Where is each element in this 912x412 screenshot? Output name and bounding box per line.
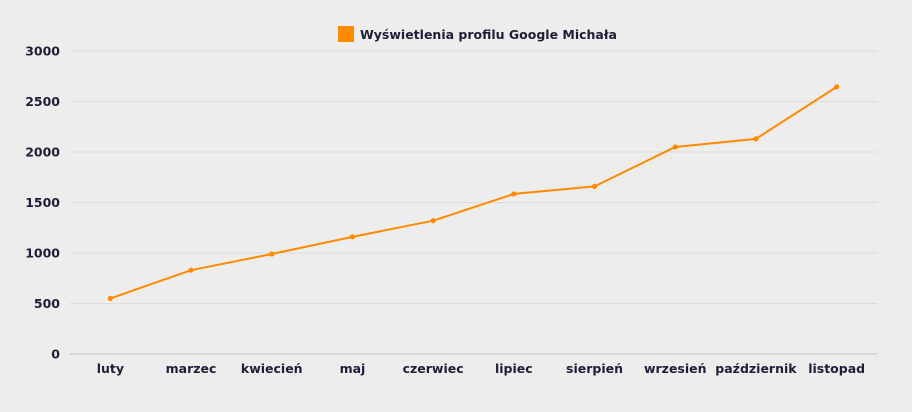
x-tick-label: czerwiec — [403, 361, 464, 376]
y-tick-label: 2000 — [25, 145, 60, 160]
x-axis-ticks: luty marzec kwiecień maj czerwiec lipiec sierp… — [97, 361, 865, 376]
series-line — [107, 84, 840, 302]
y-tick-label: 3000 — [25, 44, 60, 59]
y-tick-label: 0 — [51, 347, 60, 362]
y-tick-label: 1500 — [25, 195, 60, 210]
y-tick-label: 2500 — [25, 94, 60, 109]
y-gridlines — [70, 50, 877, 355]
x-tick-label: luty — [97, 361, 124, 376]
x-tick-label: wrzesień — [644, 361, 707, 376]
x-tick-label: sierpień — [566, 361, 623, 376]
x-tick-label: marzec — [166, 361, 217, 376]
data-point[interactable] — [511, 191, 517, 197]
x-tick-label: październik — [715, 361, 797, 376]
series-path — [110, 86, 838, 300]
x-tick-label: kwiecień — [241, 361, 303, 376]
data-point[interactable] — [834, 84, 840, 90]
x-tick-label: maj — [340, 361, 366, 376]
y-axis-ticks: 0 500 1000 1500 2000 2500 3000 — [25, 44, 60, 362]
data-point[interactable] — [672, 144, 678, 150]
y-tick-label: 1000 — [25, 246, 60, 261]
data-point[interactable] — [269, 251, 275, 257]
x-tick-label: lipiec — [495, 361, 533, 376]
data-point[interactable] — [349, 234, 356, 240]
data-point[interactable] — [591, 183, 598, 189]
data-point[interactable] — [107, 295, 113, 302]
legend-label: Wyświetlenia profilu Google Michała — [360, 27, 617, 42]
data-point[interactable] — [430, 218, 436, 224]
data-point[interactable] — [188, 267, 194, 273]
legend[interactable]: Wyświetlenia profilu Google Michała — [338, 26, 617, 42]
data-point[interactable] — [753, 136, 759, 142]
y-tick-label: 500 — [34, 296, 60, 311]
legend-swatch-icon — [338, 26, 354, 42]
x-tick-label: listopad — [808, 361, 865, 376]
